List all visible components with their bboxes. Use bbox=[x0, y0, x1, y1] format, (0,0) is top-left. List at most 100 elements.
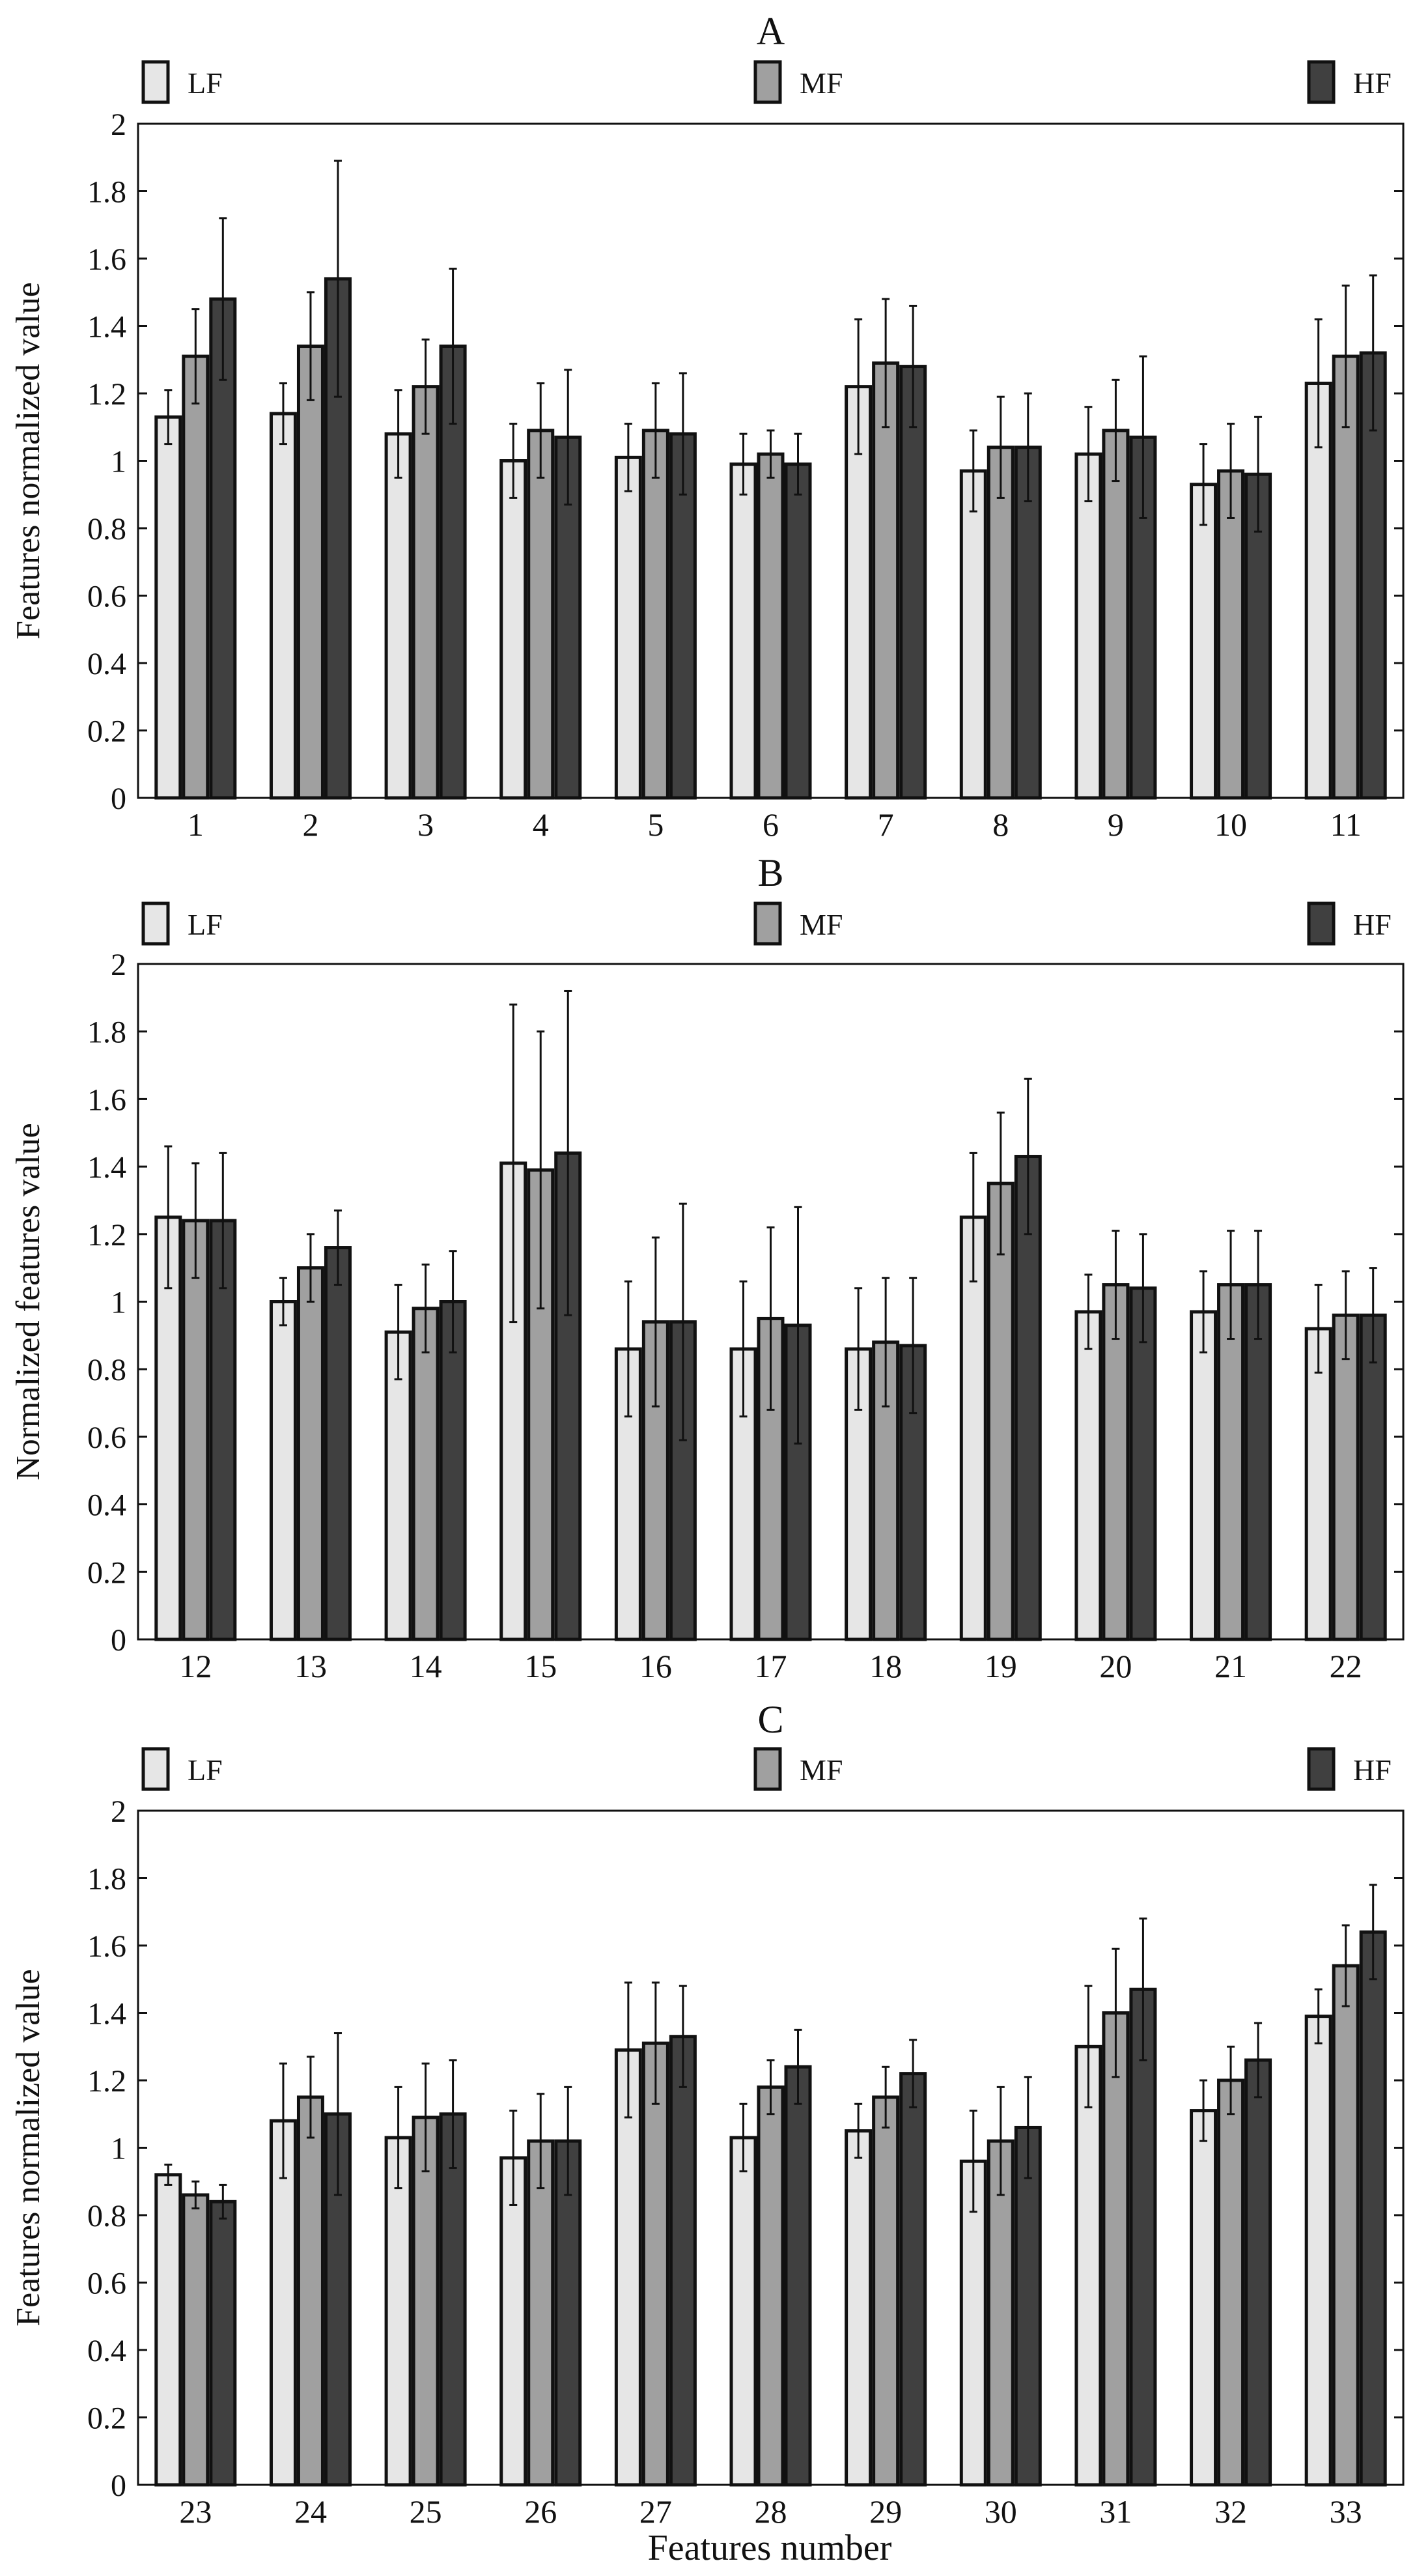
y-tick-label: 1.8 bbox=[87, 1015, 126, 1050]
y-tick-label: 1 bbox=[111, 2132, 126, 2166]
x-tick-label: 1 bbox=[188, 806, 204, 843]
bar-hf-22 bbox=[1359, 1313, 1387, 1641]
y-tick-label: 0.2 bbox=[87, 2401, 126, 2436]
x-tick-label: 32 bbox=[1214, 2493, 1247, 2530]
bar-mf-32 bbox=[1217, 2078, 1245, 2487]
y-tick-label: 1.4 bbox=[87, 1150, 126, 1185]
bar-lf-25 bbox=[384, 2136, 412, 2487]
y-tick-label: 1.4 bbox=[87, 1997, 126, 2031]
y-tick-label: 1.6 bbox=[87, 1929, 126, 1964]
x-tick-label: 28 bbox=[755, 2493, 787, 2530]
bar-lf-9 bbox=[1074, 452, 1102, 800]
bar-hf-8 bbox=[1014, 446, 1042, 800]
bar-hf-13 bbox=[324, 1246, 352, 1641]
x-tick-label: 16 bbox=[639, 1648, 672, 1684]
bar-mf-3 bbox=[412, 385, 440, 800]
y-tick-label: 2 bbox=[111, 948, 126, 982]
x-tick-label: 6 bbox=[763, 806, 779, 843]
y-tick-label: 0 bbox=[111, 782, 126, 816]
x-tick-label: 21 bbox=[1214, 1648, 1247, 1684]
bar-hf-20 bbox=[1129, 1286, 1157, 1641]
bar-mf-11 bbox=[1332, 354, 1360, 800]
y-axis-label: Normalized features value bbox=[10, 1123, 47, 1480]
bar-lf-21 bbox=[1190, 1310, 1218, 1641]
x-tick-label: 30 bbox=[985, 2493, 1017, 2530]
legend-swatch-mf bbox=[753, 1747, 782, 1791]
bar-lf-6 bbox=[729, 462, 757, 800]
bar-mf-24 bbox=[296, 2095, 324, 2487]
bar-mf-10 bbox=[1217, 469, 1245, 800]
x-tick-label: 13 bbox=[294, 1648, 327, 1684]
x-tick-label: 29 bbox=[869, 2493, 902, 2530]
bar-lf-4 bbox=[499, 459, 527, 800]
bar-lf-33 bbox=[1304, 2015, 1332, 2487]
x-tick-label: 33 bbox=[1330, 2493, 1362, 2530]
chart-panel-a: A LF MF HF 0 0.2 0.4 0.6 0.8 1 1.2 1.4 1.6 1.8 2 Featur… bbox=[10, 10, 1405, 843]
bar-lf-32 bbox=[1190, 2109, 1218, 2487]
legend-swatch-hf bbox=[1307, 901, 1336, 946]
bar-hf-30 bbox=[1014, 2125, 1042, 2487]
x-tick-label: 15 bbox=[524, 1648, 557, 1684]
y-tick-label: 1.2 bbox=[87, 1218, 126, 1253]
bar-mf-8 bbox=[987, 446, 1015, 800]
x-tick-label: 17 bbox=[755, 1648, 787, 1684]
y-tick-label: 1.8 bbox=[87, 1862, 126, 1897]
x-tick-label: 31 bbox=[1099, 2493, 1132, 2530]
bar-lf-27 bbox=[614, 2048, 642, 2487]
chart-title: A bbox=[757, 10, 785, 53]
chart-title: C bbox=[757, 1698, 783, 1741]
chart-panel-c: C LF MF HF 0 0.2 0.4 0.6 0.8 1 1.2 1.4 1.6 1.8 2 Featur… bbox=[10, 1698, 1405, 2530]
bar-mf-20 bbox=[1102, 1283, 1130, 1641]
y-tick-label: 0.6 bbox=[87, 1421, 126, 1455]
x-tick-label: 9 bbox=[1108, 806, 1124, 843]
bar-hf-6 bbox=[784, 462, 812, 800]
legend-swatch-mf bbox=[753, 60, 782, 104]
bar-mf-14 bbox=[412, 1307, 440, 1641]
bar-lf-26 bbox=[499, 2156, 527, 2487]
y-axis-label: Features normalized value bbox=[10, 282, 47, 640]
y-tick-label: 0.4 bbox=[87, 647, 126, 681]
x-tick-label: 20 bbox=[1099, 1648, 1132, 1684]
bar-hf-31 bbox=[1129, 1987, 1157, 2487]
bar-hf-14 bbox=[439, 1300, 467, 1641]
bar-mf-2 bbox=[296, 345, 324, 800]
bar-lf-8 bbox=[959, 469, 987, 800]
chart-panel-b: B LF MF HF 0 0.2 0.4 0.6 0.8 1 1.2 1.4 1.6 1.8 2 Normal… bbox=[10, 851, 1405, 1684]
x-tick-label: 14 bbox=[410, 1648, 442, 1684]
bar-mf-27 bbox=[641, 2041, 669, 2487]
bar-mf-25 bbox=[412, 2116, 440, 2487]
bar-lf-1 bbox=[154, 415, 182, 800]
y-tick-label: 2 bbox=[111, 1794, 126, 1829]
bar-lf-16 bbox=[614, 1347, 642, 1641]
y-tick-label: 1.4 bbox=[87, 310, 126, 345]
legend-label-mf: MF bbox=[800, 66, 843, 100]
legend-label-hf: HF bbox=[1353, 1753, 1392, 1787]
bar-lf-3 bbox=[384, 432, 412, 800]
bar-lf-29 bbox=[845, 2129, 873, 2487]
legend-label-hf: HF bbox=[1353, 66, 1392, 100]
x-tick-label: 19 bbox=[985, 1648, 1017, 1684]
legend-swatch-hf bbox=[1307, 1747, 1336, 1791]
y-tick-label: 1.8 bbox=[87, 175, 126, 210]
bar-hf-25 bbox=[439, 2112, 467, 2487]
x-tick-label: 5 bbox=[647, 806, 664, 843]
x-tick-label: 7 bbox=[878, 806, 894, 843]
y-tick-label: 0 bbox=[111, 2469, 126, 2503]
y-tick-label: 0.4 bbox=[87, 1488, 126, 1523]
y-tick-label: 1.2 bbox=[87, 2064, 126, 2099]
bar-hf-26 bbox=[554, 2139, 582, 2487]
legend-swatch-lf bbox=[141, 1747, 170, 1791]
legend-label-mf: MF bbox=[800, 908, 843, 941]
bar-mf-31 bbox=[1102, 2011, 1130, 2487]
bar-mf-28 bbox=[757, 2085, 785, 2487]
bar-mf-19 bbox=[987, 1182, 1015, 1641]
y-tick-label: 0.6 bbox=[87, 580, 126, 614]
y-axis-label: Features normalized value bbox=[10, 1969, 47, 2327]
x-tick-label: 23 bbox=[179, 2493, 212, 2530]
legend-label-lf: LF bbox=[188, 66, 223, 100]
x-tick-label: 22 bbox=[1330, 1648, 1362, 1684]
bar-hf-27 bbox=[669, 2035, 697, 2487]
y-tick-label: 1.2 bbox=[87, 377, 126, 412]
bar-mf-13 bbox=[296, 1266, 324, 1641]
y-tick-label: 0.6 bbox=[87, 2267, 126, 2301]
